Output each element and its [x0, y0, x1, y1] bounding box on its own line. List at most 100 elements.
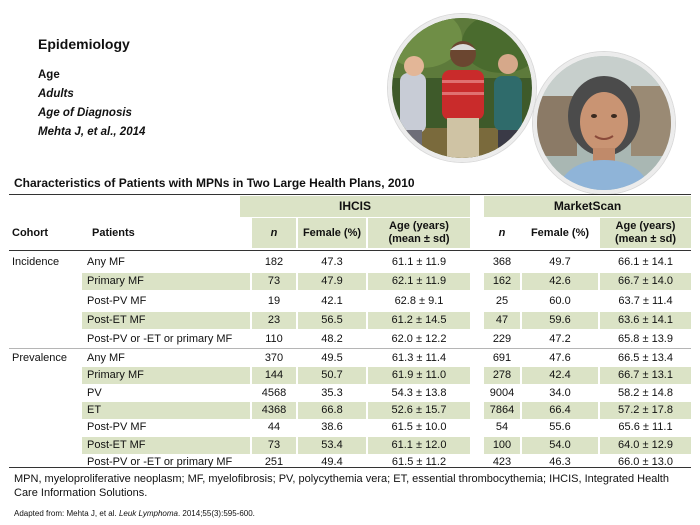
- table-row: Post-PV MF 44 38.6 61.5 ± 10.0 54 55.6 65.6 ± …: [0, 418, 700, 437]
- cell-ihcis-n: 370: [264, 352, 284, 364]
- cell-ihcis-female: 48.2: [321, 333, 343, 346]
- cell-ihcis-female: 35.3: [321, 386, 343, 399]
- table-row: Post-PV MF 19 42.1 62.8 ± 9.1 25 60.0 63.7 ± 1…: [0, 292, 700, 311]
- cell-patients: Post-PV or -ET or primary MF: [87, 333, 233, 346]
- cell-marketscan-female: 47.2: [549, 333, 571, 346]
- cell-patients: Any MF: [87, 256, 125, 268]
- cell-marketscan-n: 7864: [484, 401, 520, 419]
- col-header-cohort: Cohort: [12, 226, 49, 239]
- cell-patients: PV: [87, 386, 102, 399]
- cell-ihcis-age: 61.1 ± 11.9: [391, 256, 447, 268]
- cell-ihcis-n: 73: [252, 436, 296, 454]
- col-header-age-line2: (mean ± sd): [614, 233, 677, 245]
- cell-marketscan-n: 54: [495, 421, 509, 434]
- cell-marketscan-female: 54.0: [522, 436, 598, 454]
- cell-marketscan-n: 368: [492, 256, 512, 268]
- cell-ihcis-female: 49.4: [321, 455, 343, 468]
- table-row: Post-PV or -ET or primary MF 110 48.2 62.0 …: [0, 330, 700, 349]
- cell-ihcis-age: 61.3 ± 11.4: [391, 352, 447, 364]
- cell-marketscan-age: 66.7 ± 13.1: [600, 367, 691, 385]
- cell-patients: Any MF: [87, 352, 125, 364]
- source-suffix: . 2014;55(3):595-600.: [177, 509, 255, 518]
- cell-marketscan-n: 278: [484, 367, 520, 385]
- col-header-age-line1: Age (years): [615, 220, 676, 232]
- cell-ihcis-female: 56.5: [298, 311, 366, 329]
- cell-patients: Post-PV or -ET or primary MF: [87, 455, 233, 468]
- cell-ihcis-n: 4568: [261, 386, 287, 399]
- cell-marketscan-n: 229: [492, 333, 512, 346]
- cell-ihcis-age: 62.0 ± 12.2: [391, 333, 447, 346]
- header-line-citation: Mehta J, et al., 2014: [38, 126, 146, 138]
- cell-ihcis-age: 61.9 ± 11.0: [368, 367, 470, 385]
- cell-marketscan-age: 66.7 ± 14.0: [600, 273, 691, 291]
- cell-marketscan-female: 55.6: [549, 421, 571, 434]
- group-header-marketscan: MarketScan: [484, 196, 691, 217]
- cell-marketscan-female: 46.3: [549, 455, 571, 468]
- table-row: Primary MF 144 50.7 61.9 ± 11.0 278 42.4 66.7 …: [0, 366, 700, 385]
- col-header-age-line2: (mean ± sd): [388, 233, 450, 245]
- photo-woman-portrait: [533, 52, 675, 194]
- source-citation: Adapted from: Mehta J, et al. Leuk Lymph…: [14, 509, 255, 518]
- cell-ihcis-n: 23: [252, 311, 296, 329]
- cell-ihcis-age: 61.1 ± 12.0: [368, 436, 470, 454]
- cell-ihcis-n: 144: [252, 367, 296, 385]
- cell-marketscan-n: 25: [495, 294, 509, 307]
- photo-group-of-men: [388, 14, 536, 162]
- col-header-age-line1: Age (years): [389, 220, 449, 232]
- col-header-ihcis-n: n: [252, 218, 296, 248]
- cell-ihcis-female: 42.1: [321, 294, 343, 307]
- cell-marketscan-age: 64.0 ± 12.9: [600, 436, 691, 454]
- table-row: PV 4568 35.3 54.3 ± 13.8 9004 34.0 58.2 ± 14.8: [0, 384, 700, 403]
- cell-ihcis-female: 47.3: [321, 256, 343, 268]
- col-header-marketscan-age: Age (years) (mean ± sd): [600, 218, 691, 248]
- header-line-age-of-diagnosis: Age of Diagnosis: [38, 107, 132, 119]
- table-top-rule: [9, 194, 691, 195]
- cell-ihcis-age: 54.3 ± 13.8: [391, 386, 447, 399]
- cell-ihcis-female: 53.4: [298, 436, 366, 454]
- col-header-ihcis-age: Age (years) (mean ± sd): [368, 218, 470, 248]
- cell-patients: Post-PV MF: [87, 421, 147, 434]
- table-row: Post-ET MF 23 56.5 61.2 ± 14.5 47 59.6 63.6 ± …: [0, 311, 700, 330]
- table-row: Post-ET MF 73 53.4 61.1 ± 12.0 100 54.0 64.0 ±…: [0, 436, 700, 455]
- cell-patients: Post-ET MF: [82, 436, 250, 454]
- cell-ihcis-n: 44: [267, 421, 281, 434]
- cell-marketscan-age: 63.6 ± 14.1: [600, 311, 691, 329]
- table-row: ET 4368 66.8 52.6 ± 15.7 7864 66.4 57.2 ± 17.8: [0, 401, 700, 420]
- cell-marketscan-female: 49.7: [549, 256, 571, 268]
- cell-marketscan-female: 42.4: [522, 367, 598, 385]
- cell-marketscan-n: 47: [484, 311, 520, 329]
- cell-ihcis-n: 73: [252, 273, 296, 291]
- cell-marketscan-female: 47.6: [549, 352, 571, 364]
- table-bottom-rule: [9, 467, 691, 468]
- footnote-abbreviations: MPN, myeloproliferative neoplasm; MF, my…: [14, 473, 669, 499]
- cell-marketscan-age: 65.6 ± 11.1: [618, 421, 673, 434]
- col-header-ihcis-female: Female (%): [298, 218, 366, 248]
- header-line-age: Age: [38, 69, 60, 81]
- slide-header: Epidemiology Age Adults Age of Diagnosis…: [38, 36, 145, 142]
- cell-ihcis-age: 62.8 ± 9.1: [394, 294, 444, 307]
- cell-ihcis-female: 50.7: [298, 367, 366, 385]
- header-line-adults: Adults: [38, 88, 74, 100]
- cell-marketscan-female: 66.4: [522, 401, 598, 419]
- cell-ihcis-age: 61.2 ± 14.5: [368, 311, 470, 329]
- cell-ihcis-n: 4368: [252, 401, 296, 419]
- cell-patients: Primary MF: [82, 367, 250, 385]
- header-bottom-rule: [9, 250, 691, 251]
- cell-ihcis-age: 62.1 ± 11.9: [368, 273, 470, 291]
- cell-patients: Post-ET MF: [82, 311, 250, 329]
- cell-ihcis-age: 52.6 ± 15.7: [368, 401, 470, 419]
- cell-marketscan-age: 66.0 ± 13.0: [618, 455, 673, 468]
- cell-marketscan-female: 59.6: [522, 311, 598, 329]
- cell-ihcis-female: 38.6: [321, 421, 343, 434]
- cell-marketscan-n: 162: [484, 273, 520, 291]
- cell-patients: Primary MF: [82, 273, 250, 291]
- col-header-marketscan-n: n: [498, 226, 506, 239]
- cell-cohort: Incidence: [12, 256, 60, 268]
- cell-marketscan-age: 66.5 ± 13.4: [618, 352, 673, 364]
- col-header-marketscan-female: Female (%): [530, 226, 590, 239]
- cell-ihcis-n: 251: [264, 455, 284, 468]
- slide-title: Epidemiology: [38, 36, 130, 52]
- table-row: Incidence Any MF 182 47.3 61.1 ± 11.9 368 49.7…: [0, 253, 700, 272]
- cell-ihcis-female: 49.5: [321, 352, 343, 364]
- cell-marketscan-age: 63.7 ± 11.4: [618, 294, 673, 307]
